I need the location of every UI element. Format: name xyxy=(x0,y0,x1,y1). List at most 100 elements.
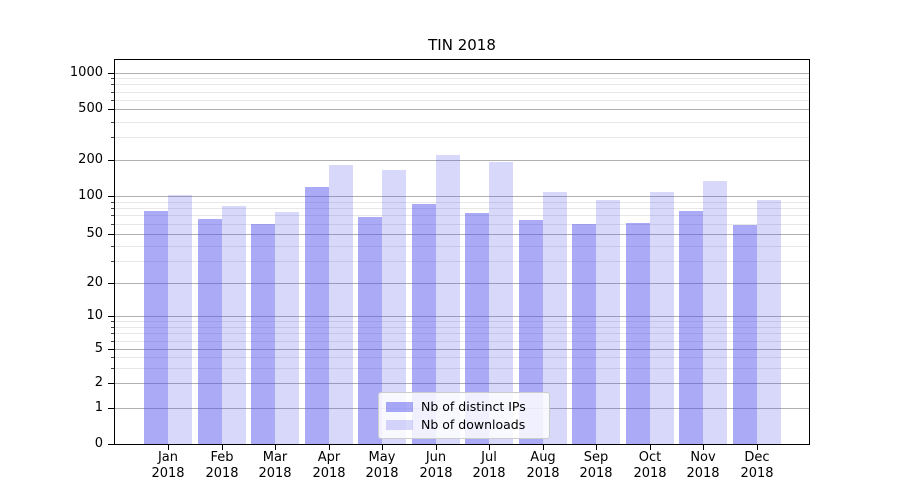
x-tick-month: Jan xyxy=(157,450,179,465)
y-minor-tick-mark xyxy=(111,84,114,85)
x-tick-month: Nov xyxy=(690,450,716,465)
chart-title: TIN 2018 xyxy=(428,36,496,54)
x-tick-label-jul: Jul 2018 xyxy=(461,450,517,482)
gridline-minor xyxy=(115,137,809,138)
x-tick-year: 2018 xyxy=(151,466,185,481)
x-tick-mark xyxy=(382,445,383,450)
x-tick-mark xyxy=(650,445,651,450)
x-tick-mark xyxy=(222,445,223,450)
x-tick-month: Jun xyxy=(425,450,447,465)
y-minor-tick-mark xyxy=(111,357,114,358)
x-tick-month: Feb xyxy=(210,450,234,465)
y-minor-tick-mark xyxy=(111,122,114,123)
y-tick-mark xyxy=(108,444,114,445)
x-tick-year: 2018 xyxy=(365,466,399,481)
x-tick-mark xyxy=(543,445,544,450)
y-tick-label: 2 xyxy=(94,374,103,390)
gridline-minor xyxy=(115,224,809,225)
gridline-major xyxy=(115,160,809,161)
y-tick-label: 1 xyxy=(94,400,103,415)
gridline-minor xyxy=(115,333,809,334)
gridline-major xyxy=(115,234,809,235)
y-tick-label: 10 xyxy=(86,308,103,323)
x-tick-label-may: May 2018 xyxy=(354,450,410,482)
gridline-major xyxy=(115,349,809,350)
x-tick-month: Sep xyxy=(583,450,609,465)
y-tick-mark xyxy=(108,408,114,409)
legend-entry-downloads: Nb of downloads xyxy=(386,417,541,432)
y-minor-tick-mark xyxy=(111,224,114,225)
gridline-major xyxy=(115,109,809,110)
y-tick-mark xyxy=(108,349,114,350)
x-tick-mark xyxy=(275,445,276,450)
gridline-minor xyxy=(115,202,809,203)
gridline-minor xyxy=(115,78,809,79)
y-tick-label: 1000 xyxy=(69,64,103,80)
x-tick-month: May xyxy=(368,450,396,465)
bar-downloads-mar xyxy=(275,212,299,444)
y-tick-label: 0 xyxy=(94,436,103,451)
x-tick-year: 2018 xyxy=(740,466,774,481)
gridline-minor xyxy=(115,122,809,123)
gridline-minor xyxy=(115,321,809,322)
x-tick-label-feb: Feb 2018 xyxy=(194,450,250,482)
gridline-minor xyxy=(115,261,809,262)
y-tick-mark xyxy=(108,283,114,284)
bar-downloads-apr xyxy=(329,165,353,444)
legend-label-distinct-ips: Nb of distinct IPs xyxy=(421,399,526,414)
x-tick-year: 2018 xyxy=(258,466,292,481)
y-minor-tick-mark xyxy=(111,341,114,342)
x-tick-month: Aug xyxy=(530,450,556,465)
legend-entry-distinct-ips: Nb of distinct IPs xyxy=(386,399,541,414)
x-tick-label-mar: Mar 2018 xyxy=(247,450,303,482)
bar-distinct-ips-sep xyxy=(572,224,596,444)
gridline-major xyxy=(115,196,809,197)
x-tick-label-aug: Aug 2018 xyxy=(515,450,571,482)
bar-downloads-sep xyxy=(596,200,620,444)
x-tick-month: Oct xyxy=(638,450,662,465)
gridline-minor xyxy=(115,84,809,85)
legend: Nb of distinct IPs Nb of downloads xyxy=(378,392,550,439)
y-tick-mark xyxy=(108,160,114,161)
y-tick-label: 5 xyxy=(94,341,103,357)
gridline-minor xyxy=(115,92,809,93)
y-tick-label: 200 xyxy=(78,151,103,167)
y-tick-mark xyxy=(108,196,114,197)
y-minor-tick-mark xyxy=(111,202,114,203)
y-minor-tick-mark xyxy=(111,261,114,262)
x-tick-mark xyxy=(489,445,490,450)
bar-downloads-oct xyxy=(650,192,674,444)
y-minor-tick-mark xyxy=(111,321,114,322)
x-tick-year: 2018 xyxy=(419,466,453,481)
bar-distinct-ips-dec xyxy=(733,225,757,444)
x-tick-month: Mar xyxy=(262,450,288,465)
y-minor-tick-mark xyxy=(111,100,114,101)
x-tick-month: Apr xyxy=(317,450,341,465)
legend-swatch-distinct-ips xyxy=(386,401,413,412)
gridline-major xyxy=(115,383,809,384)
bar-distinct-ips-oct xyxy=(626,223,650,444)
y-minor-tick-mark xyxy=(111,92,114,93)
y-tick-label: 50 xyxy=(86,225,103,241)
gridline-minor xyxy=(115,215,809,216)
x-tick-label-sep: Sep 2018 xyxy=(568,450,624,482)
y-minor-tick-mark xyxy=(111,137,114,138)
bar-downloads-jan xyxy=(168,195,192,444)
x-tick-label-apr: Apr 2018 xyxy=(301,450,357,482)
x-tick-mark xyxy=(596,445,597,450)
y-tick-mark xyxy=(108,73,114,74)
x-tick-year: 2018 xyxy=(633,466,667,481)
x-tick-mark xyxy=(329,445,330,450)
legend-label-downloads: Nb of downloads xyxy=(421,417,526,432)
y-minor-tick-mark xyxy=(111,208,114,209)
y-tick-label: 100 xyxy=(78,188,103,203)
bar-distinct-ips-jan xyxy=(144,211,168,444)
x-tick-year: 2018 xyxy=(312,466,346,481)
x-tick-year: 2018 xyxy=(205,466,239,481)
x-tick-mark xyxy=(703,445,704,450)
x-tick-label-oct: Oct 2018 xyxy=(622,450,678,482)
gridline-major xyxy=(115,283,809,284)
y-tick-label: 20 xyxy=(86,275,103,290)
y-minor-tick-mark xyxy=(111,368,114,369)
x-tick-mark xyxy=(168,445,169,450)
